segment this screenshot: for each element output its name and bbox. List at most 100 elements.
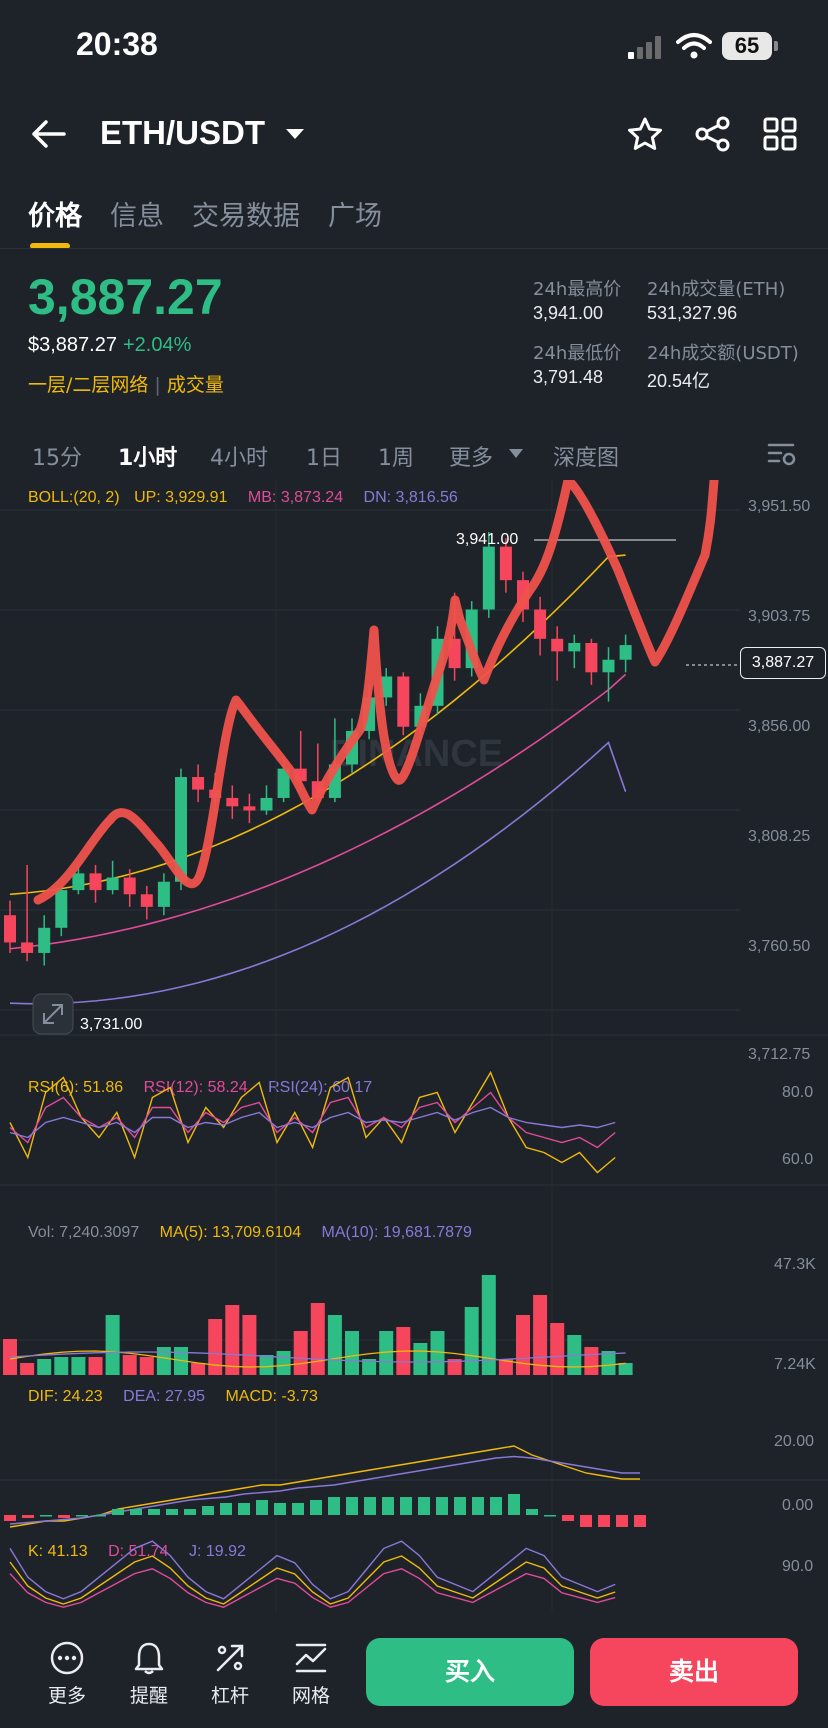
candle-body [243,806,256,811]
kdj-j: J: 19.92 [189,1543,246,1560]
last-price: 3,887.27 [28,269,223,325]
macd-histogram-bar [94,1515,106,1517]
sell-button[interactable]: 卖出 [590,1638,798,1706]
back-arrow-icon[interactable] [30,118,66,150]
kdj-d-line [9,1568,616,1608]
candle-body [482,546,495,610]
candle-body [72,873,85,891]
macd-histogram-bar [130,1509,142,1515]
interval-1w[interactable]: 1周 [378,446,414,471]
boll-label: BOLL:(20, 2) [28,489,120,506]
macd-histogram-bar [274,1503,286,1515]
candle-body [260,797,273,811]
boll-legend: BOLL:(20, 2) UP: 3,929.91 MB: 3,873.24 D… [28,489,458,507]
volume-bar [464,1307,479,1375]
hand-drawn-annotation [33,480,719,905]
signal-icon [628,36,661,59]
interval-depth[interactable]: 深度图 [553,446,620,471]
nav-grid[interactable]: 网格 [276,1640,346,1708]
pair-title[interactable]: ETH/USDT [100,114,265,151]
candle-body [21,942,34,953]
macd-value: MACD: -3.73 [225,1388,318,1405]
macd-histogram-bar [166,1509,178,1515]
candle-body [38,927,51,953]
tab-price[interactable]: 价格 [28,201,82,232]
candle-body [551,638,564,652]
interval-1d[interactable]: 1日 [306,446,342,471]
vol-axis-label: 7.24K [774,1356,816,1373]
candle-body [380,676,393,698]
star-icon[interactable] [626,116,664,152]
macd-histogram-bar [580,1515,592,1527]
interval-15m[interactable]: 15分 [32,446,82,471]
volume-bar [533,1295,548,1375]
interval-1h[interactable]: 1小时 [118,446,178,471]
tab-trading-data[interactable]: 交易数据 [192,201,300,232]
chart-grid [0,480,828,1612]
buy-button[interactable]: 买入 [366,1638,574,1706]
volume-bar [191,1363,206,1375]
grid-menu-icon[interactable] [762,116,798,152]
high-label: 24h最高价 [533,279,622,300]
macd-histogram-bar [598,1515,610,1527]
nav-alert-label: 提醒 [129,1685,168,1707]
interval-4h[interactable]: 4小时 [210,446,268,471]
volume-bar [71,1357,86,1375]
macd-histogram-bar [310,1500,322,1515]
candle-body [175,777,187,882]
wifi-icon [676,33,712,59]
macd-histogram-bar [400,1497,412,1515]
macd-histogram-bar [328,1497,340,1515]
macd-histogram-bar [634,1515,646,1527]
chevron-down-icon[interactable] [284,126,306,142]
kline-chart[interactable]: BINANCE [0,480,828,1612]
tag-layer[interactable]: 一层/二层网络 [28,374,149,396]
tab-square[interactable]: 广场 [328,201,382,232]
macd-histogram-bar [238,1503,250,1515]
boll-mb: MB: 3,873.24 [247,489,344,506]
nav-more[interactable]: 更多 [32,1640,102,1708]
macd-legend: DIF: 24.23 DEA: 27.95 MACD: -3.73 [28,1388,318,1406]
vol-axis-label: 47.3K [774,1256,816,1273]
high-value: 3,941.00 [533,303,604,323]
macd-histogram-bar [184,1509,196,1515]
tag-volume[interactable]: 成交量 [166,374,224,396]
nav-alert[interactable]: 提醒 [114,1640,184,1708]
fullscreen-icon[interactable] [32,993,74,1035]
rsi6: RSI(6): 51.86 [28,1079,124,1096]
macd-histogram-bar [562,1515,574,1521]
candle-body [585,642,598,673]
nav-leverage-label: 杠杆 [210,1685,249,1707]
macd-histogram-bar [4,1515,16,1521]
volume-bar [88,1357,103,1375]
price-axis-label: 3,712.75 [748,1046,811,1063]
candle-body [55,890,68,928]
price-axis-label: 3,903.75 [748,608,811,625]
chart-settings-icon[interactable] [766,440,798,468]
volume-bar [413,1343,428,1375]
kdj-axis-label: 90.0 [782,1558,814,1575]
tab-info[interactable]: 信息 [110,201,164,232]
volume-bar [345,1331,359,1375]
macd-histogram-bar [112,1509,124,1515]
grid-bot-icon [295,1643,327,1673]
share-icon[interactable] [694,116,732,152]
volume-bar [584,1347,599,1375]
tabs-divider [0,248,828,249]
nav-leverage[interactable]: 杠杆 [195,1640,265,1708]
price-axis-label: 3,951.50 [748,498,811,515]
volume-bar [601,1351,616,1375]
candle-body [619,645,632,660]
interval-more[interactable]: 更多 [449,446,494,471]
candle-body [499,546,512,581]
macd-lines [4,1445,646,1528]
rsi24: RSI(24): 60.17 [268,1079,373,1096]
more-chevron-icon [509,449,523,458]
boll-upper-line [9,554,626,896]
volume-bar [379,1331,394,1375]
candle-body [192,777,205,790]
candle-body [226,797,239,807]
volume-bar [498,1359,513,1375]
kdj-k-line [9,1555,616,1605]
volume-bar [327,1315,342,1375]
